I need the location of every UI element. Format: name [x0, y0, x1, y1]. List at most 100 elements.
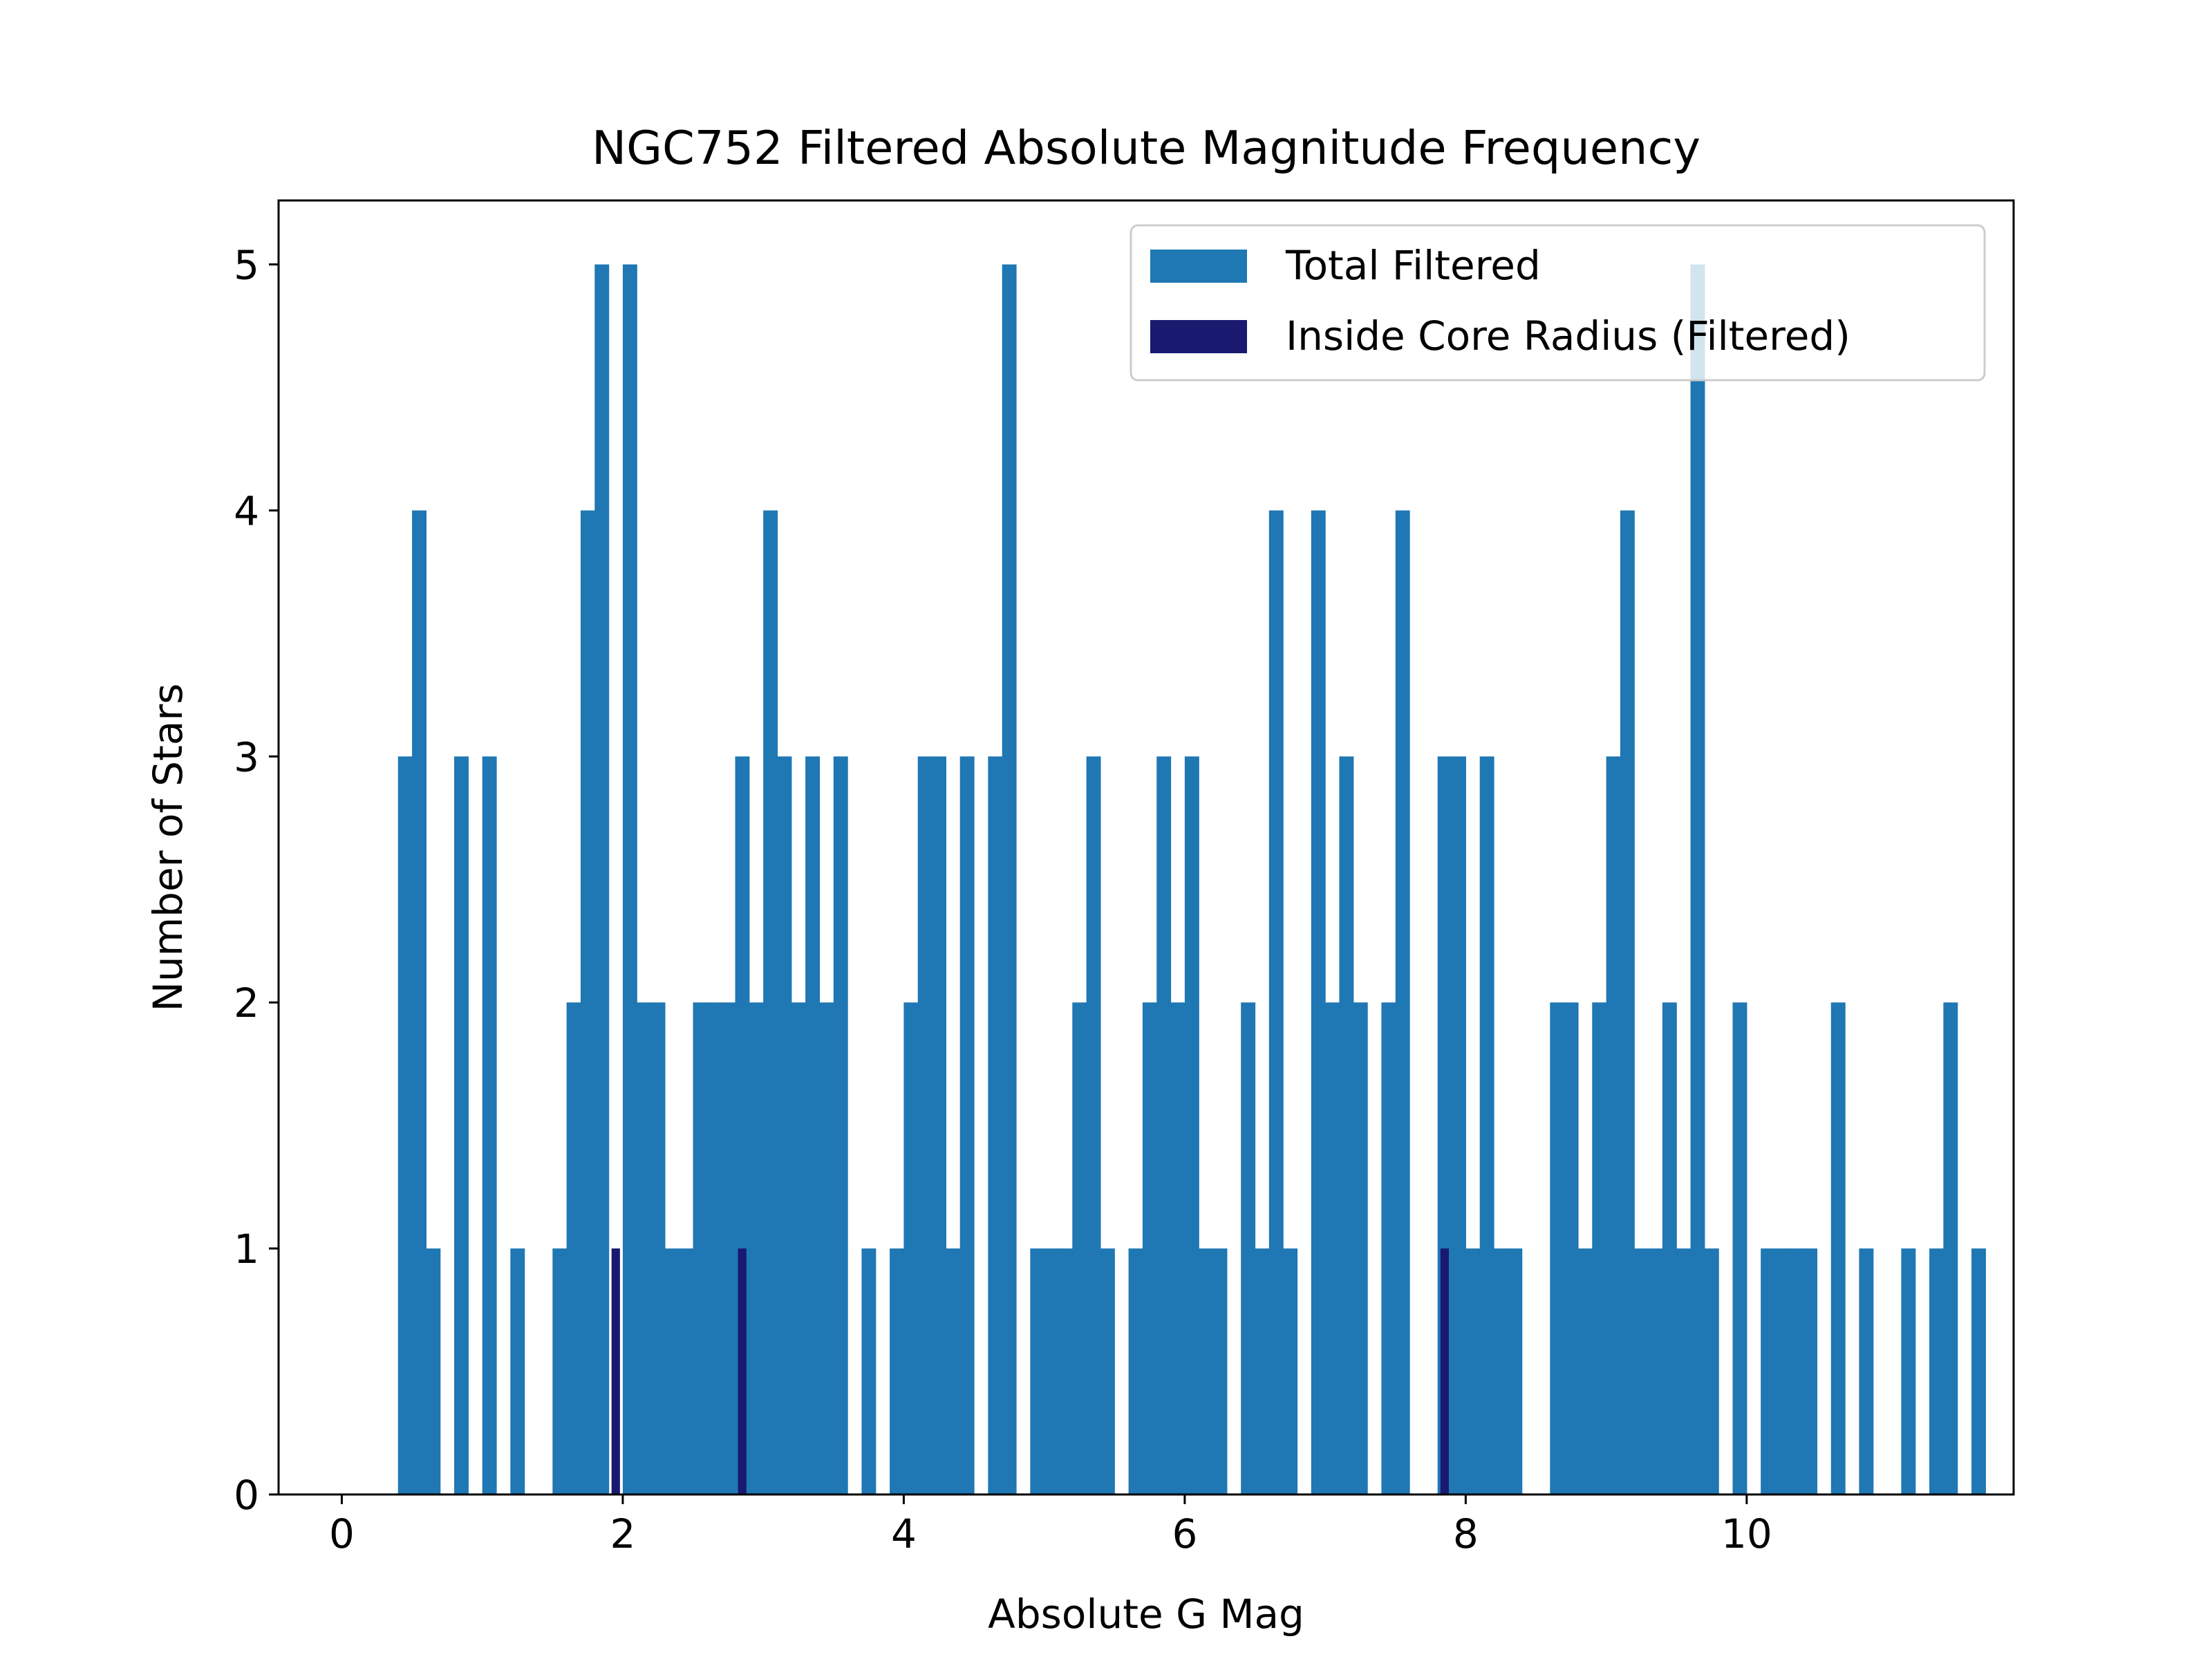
- histogram-bar-total: [1002, 264, 1017, 1494]
- histogram-bar-core: [611, 1248, 620, 1494]
- legend-swatch-core: [1150, 320, 1247, 353]
- histogram-bar-total: [1564, 1002, 1579, 1494]
- histogram-bar-total: [637, 1002, 652, 1494]
- histogram-bar-total: [1606, 756, 1621, 1494]
- histogram-bar-total: [791, 1002, 806, 1494]
- histogram-bar-total: [1381, 1002, 1396, 1494]
- histogram-bar-total: [1339, 756, 1354, 1494]
- histogram-bar-total: [1199, 1248, 1214, 1494]
- histogram-bar-total: [1100, 1248, 1115, 1494]
- histogram-bar-total: [1479, 756, 1494, 1494]
- histogram-bar-total: [1648, 1248, 1663, 1494]
- histogram-bar-total: [1255, 1248, 1270, 1494]
- histogram-bar-total: [1072, 1002, 1087, 1494]
- histogram-bar-core: [738, 1248, 747, 1494]
- histogram-bar-total: [1142, 1002, 1157, 1494]
- histogram-bar-total: [890, 1248, 905, 1494]
- histogram-bar-total: [566, 1002, 581, 1494]
- x-axis-label: Absolute G Mag: [988, 1591, 1304, 1638]
- legend-frame: [1130, 224, 1986, 382]
- histogram-bar-total: [650, 1002, 666, 1494]
- histogram-bar-total: [412, 510, 427, 1495]
- x-tick-label: 4: [891, 1510, 917, 1557]
- histogram-bar-total: [1550, 1002, 1565, 1494]
- legend-label-total: Total Filtered: [1285, 242, 1541, 289]
- histogram-bar-total: [1268, 510, 1284, 1495]
- histogram-bar-total: [1788, 1248, 1803, 1494]
- histogram-bar-total: [1761, 1248, 1776, 1494]
- y-tick-label: 5: [234, 242, 259, 289]
- histogram-bar-total: [903, 1002, 919, 1494]
- histogram-bar-total: [1620, 510, 1635, 1495]
- histogram-bar-total: [397, 756, 413, 1494]
- x-tick-label: 8: [1453, 1510, 1479, 1557]
- histogram-bar-total: [1212, 1248, 1228, 1494]
- histogram-bar-total: [1803, 1248, 1818, 1494]
- histogram-bar-total: [1732, 1002, 1747, 1494]
- x-tick-label: 0: [329, 1510, 355, 1557]
- histogram-bar-total: [721, 1002, 736, 1494]
- histogram-bar-total: [1128, 1248, 1143, 1494]
- histogram-bar-total: [622, 264, 637, 1494]
- histogram-bar-total: [1241, 1002, 1256, 1494]
- x-tick-label: 10: [1721, 1510, 1772, 1557]
- legend-label-core: Inside Core Radius (Filtered): [1286, 312, 1850, 359]
- core-bars-layer: [611, 1248, 1449, 1494]
- histogram-bar-total: [552, 1248, 568, 1494]
- y-tick-label: 3: [234, 733, 259, 780]
- histogram-bar-total: [482, 756, 497, 1494]
- histogram-bar-total: [693, 1002, 708, 1494]
- y-axis-label: Number of Stars: [144, 684, 191, 1012]
- x-axis-ticks: 0 2 4 6 8 10: [329, 1494, 1772, 1557]
- histogram-bar-total: [1086, 756, 1101, 1494]
- histogram-bar-total: [1971, 1248, 1986, 1494]
- histogram-bar-core: [1440, 1248, 1449, 1494]
- histogram-bar-total: [1929, 1248, 1944, 1494]
- bars-layer: [397, 264, 1986, 1495]
- histogram-bar-total: [1830, 1002, 1846, 1494]
- histogram-bar-total: [1690, 264, 1705, 1494]
- histogram-bar-total: [946, 1248, 961, 1494]
- x-tick-label: 6: [1172, 1510, 1197, 1557]
- histogram-bar-total: [861, 1248, 877, 1494]
- histogram-bar-total: [1156, 756, 1172, 1494]
- histogram-bar-total: [932, 756, 946, 1494]
- histogram-bar-total: [1704, 1248, 1719, 1494]
- histogram-bar-total: [1283, 1248, 1298, 1494]
- histogram-bar-total: [1325, 1002, 1340, 1494]
- histogram-bar-total: [1494, 1248, 1508, 1494]
- histogram-bar-total: [959, 756, 975, 1494]
- histogram-bar-total: [1577, 1248, 1593, 1494]
- histogram-bar-total: [1030, 1248, 1045, 1494]
- histogram-bar-total: [917, 756, 932, 1494]
- chart-title: NGC752 Filtered Absolute Magnitude Frequ…: [592, 121, 1700, 175]
- y-tick-label: 4: [234, 487, 259, 534]
- histogram-bar-total: [1634, 1248, 1649, 1494]
- histogram-bar-total: [819, 1002, 834, 1494]
- histogram-bar-total: [706, 1002, 722, 1494]
- histogram-bar-total: [594, 264, 610, 1494]
- histogram-bar-total: [988, 756, 1003, 1494]
- histogram-bar-total: [1353, 1002, 1368, 1494]
- histogram-bar-total: [1184, 756, 1199, 1494]
- histogram-bar-total: [1465, 1248, 1481, 1494]
- legend-swatch-total: [1150, 250, 1247, 283]
- histogram-bar-total: [510, 1248, 525, 1494]
- plot-frame: [277, 199, 2015, 1496]
- histogram-bar-total: [1676, 1248, 1691, 1494]
- y-tick-label: 0: [234, 1472, 259, 1519]
- histogram-bar-total: [1859, 1248, 1874, 1494]
- histogram-bar-total: [805, 756, 821, 1494]
- histogram-bar-total: [1901, 1248, 1916, 1494]
- histogram-bar-total: [1943, 1002, 1958, 1494]
- histogram-bar-total: [777, 756, 792, 1494]
- histogram-bar-total: [580, 510, 595, 1495]
- histogram-bar-total: [1592, 1002, 1607, 1494]
- y-tick-label: 2: [234, 980, 259, 1027]
- histogram-bar-total: [1395, 510, 1410, 1495]
- histogram-bar-total: [1170, 1002, 1185, 1494]
- histogram-bar-total: [1311, 510, 1326, 1495]
- histogram-bar-total: [833, 756, 848, 1494]
